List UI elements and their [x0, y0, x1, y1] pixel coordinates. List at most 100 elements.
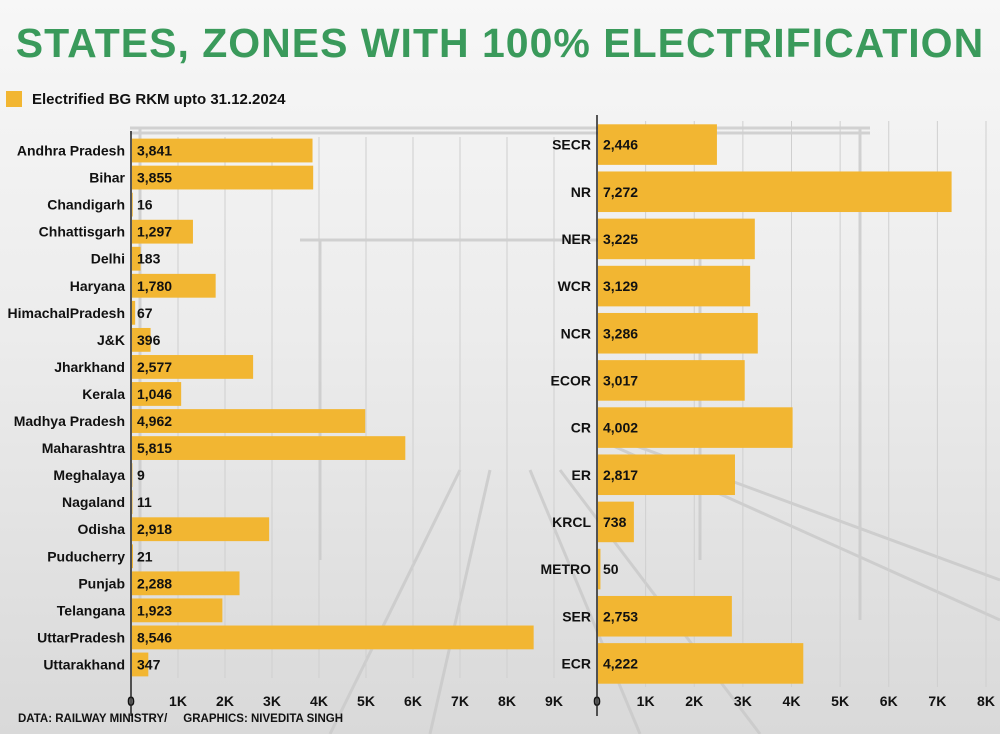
- value-label: 16: [137, 197, 153, 213]
- value-label: 50: [603, 561, 619, 577]
- value-label: 21: [137, 548, 153, 564]
- x-tick-label: 2K: [685, 693, 703, 709]
- x-tick-label: 5K: [357, 693, 375, 709]
- value-label: 11: [137, 494, 152, 510]
- category-label: SECR: [552, 137, 591, 153]
- category-label: Uttarakhand: [43, 656, 125, 672]
- value-label: 3,855: [137, 170, 172, 186]
- value-label: 738: [603, 514, 627, 530]
- category-label: Andhra Pradesh: [17, 143, 125, 159]
- bar: [132, 165, 314, 190]
- value-label: 1,046: [137, 386, 172, 402]
- category-label: Telangana: [57, 602, 125, 618]
- x-tick-label: 7K: [928, 693, 946, 709]
- bar: [598, 548, 601, 590]
- category-label: Chandigarh: [47, 197, 125, 213]
- x-tick-label: 6K: [404, 693, 422, 709]
- bar: [598, 360, 745, 401]
- category-label: HimachalPradesh: [8, 305, 126, 321]
- bar: [132, 598, 223, 623]
- bar: [132, 138, 313, 163]
- bar: [132, 355, 254, 379]
- category-label: ER: [572, 467, 591, 483]
- category-label: Punjab: [78, 575, 125, 591]
- x-tick-label: 8K: [977, 693, 995, 709]
- x-tick-label: 5K: [831, 693, 849, 709]
- legend: Electrified BG RKM upto 31.12.2024: [6, 89, 285, 109]
- value-label: 67: [137, 305, 153, 321]
- value-label: 1,297: [137, 224, 172, 240]
- value-label: 7,272: [603, 184, 638, 200]
- x-tick-label: 8K: [498, 693, 516, 709]
- x-tick-label: 9K: [545, 693, 563, 709]
- bar: [132, 436, 406, 460]
- x-tick-label: 1K: [637, 693, 655, 709]
- value-label: 8,546: [137, 629, 172, 645]
- value-label: 3,225: [603, 231, 638, 247]
- legend-swatch: [6, 91, 22, 107]
- value-label: 2,288: [137, 575, 172, 591]
- category-label: Odisha: [78, 521, 126, 537]
- value-label: 5,815: [137, 440, 172, 456]
- bar: [132, 652, 149, 677]
- bar: [132, 246, 141, 271]
- value-label: 9: [137, 467, 145, 483]
- value-label: 1,780: [137, 278, 172, 294]
- bar: [132, 382, 182, 406]
- chart-title: STATES, ZONES WITH 100% ELECTRIFICATION: [15, 20, 985, 66]
- category-label: Bihar: [89, 170, 125, 186]
- category-label: NR: [571, 184, 591, 200]
- bar: [598, 501, 634, 543]
- category-label: NER: [561, 231, 591, 247]
- category-label: Puducherry: [47, 548, 125, 564]
- source-credit: DATA: RAILWAY MINISTRY/ GRAPHICS: NIVEDI…: [18, 713, 343, 725]
- x-tick-label: 1K: [169, 693, 187, 709]
- bar: [132, 490, 133, 515]
- bar: [132, 517, 270, 542]
- bar: [132, 219, 193, 244]
- value-label: 2,753: [603, 608, 638, 624]
- value-label: 3,841: [137, 143, 172, 159]
- value-label: 347: [137, 656, 161, 672]
- bar: [598, 454, 735, 496]
- bar: [598, 312, 758, 354]
- value-label: 3,286: [603, 325, 638, 341]
- value-label: 3,017: [603, 372, 638, 388]
- category-label: ECOR: [551, 372, 591, 388]
- category-label: CR: [571, 420, 591, 436]
- value-label: 2,817: [603, 467, 638, 483]
- category-label: Maharashtra: [42, 440, 125, 456]
- bar: [132, 409, 366, 433]
- x-tick-label: 2K: [216, 693, 234, 709]
- category-label: UttarPradesh: [37, 629, 125, 645]
- category-label: KRCL: [552, 514, 591, 530]
- value-label: 4,222: [603, 655, 638, 671]
- bar: [598, 407, 793, 448]
- bar: [132, 300, 136, 325]
- category-label: Kerala: [82, 386, 125, 402]
- category-label: Jharkhand: [54, 359, 125, 375]
- value-label: 3,129: [603, 278, 638, 294]
- bar: [598, 643, 804, 684]
- value-label: 4,962: [137, 413, 172, 429]
- bar: [598, 171, 952, 213]
- x-tick-label: 4K: [310, 693, 328, 709]
- value-label: 183: [137, 251, 161, 267]
- bar: [132, 544, 133, 569]
- value-label: 2,446: [603, 137, 638, 153]
- category-label: Delhi: [91, 251, 125, 267]
- category-label: Chhattisgarh: [39, 224, 125, 240]
- category-label: NCR: [561, 325, 591, 341]
- bar: [132, 273, 216, 298]
- category-label: Madhya Pradesh: [14, 413, 125, 429]
- bar: [598, 124, 717, 165]
- x-tick-label: 7K: [451, 693, 469, 709]
- x-tick-label: 4K: [783, 693, 801, 709]
- bar: [132, 625, 534, 650]
- bar: [598, 218, 755, 260]
- x-tick-label: 3K: [734, 693, 752, 709]
- bar: [598, 595, 732, 637]
- category-label: Meghalaya: [53, 467, 125, 483]
- category-label: Haryana: [70, 278, 125, 294]
